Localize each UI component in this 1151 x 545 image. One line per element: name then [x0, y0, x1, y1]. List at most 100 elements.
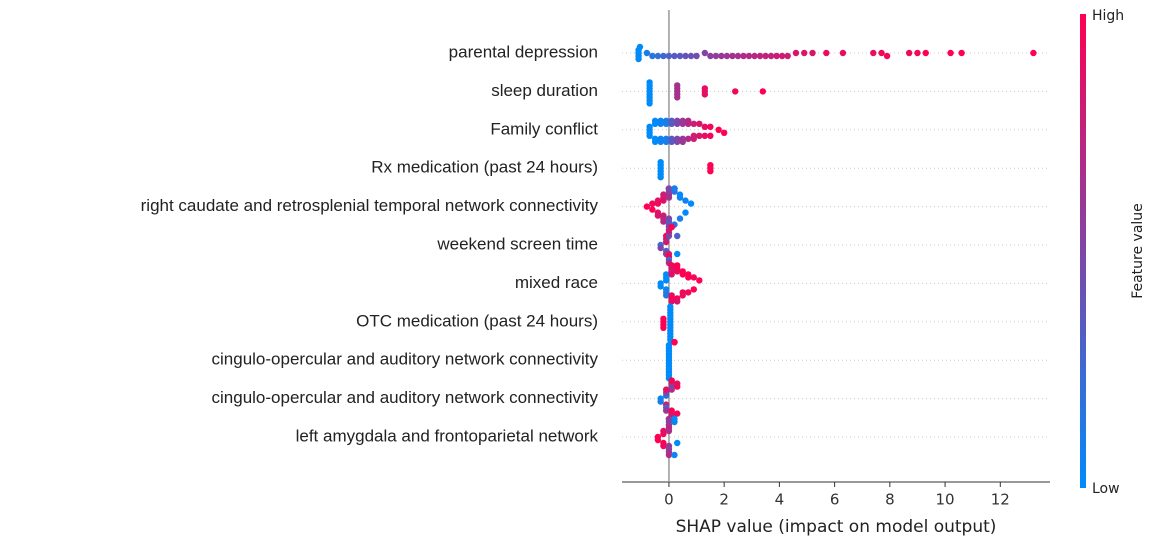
shap-point	[720, 129, 728, 136]
shap-point	[690, 120, 697, 128]
shap-point	[674, 380, 681, 387]
shap-point	[674, 82, 681, 89]
shap-point	[662, 138, 670, 145]
shap-point	[701, 123, 709, 130]
shap-point	[679, 117, 686, 125]
shap-point	[778, 52, 786, 60]
shap-point	[660, 442, 667, 450]
shap-point	[668, 377, 675, 384]
shap-point	[651, 117, 659, 125]
shap-point	[905, 49, 913, 57]
x-tick-label: 6	[830, 491, 840, 509]
shap-point	[792, 49, 800, 57]
shap-point	[685, 271, 692, 278]
shap-point	[922, 49, 929, 57]
shap-point	[759, 88, 767, 95]
shap-point	[671, 415, 678, 423]
shap-point	[696, 132, 703, 139]
shap-point	[839, 49, 847, 57]
shap-point	[1030, 49, 1037, 57]
shap-point	[729, 52, 736, 60]
shap-point	[646, 79, 653, 86]
shap-point	[679, 292, 686, 299]
feature-label: mixed race	[515, 273, 598, 292]
shap-point	[693, 52, 700, 60]
shap-point	[734, 52, 742, 60]
shap-point	[667, 303, 674, 310]
feature-label: sleep duration	[491, 81, 598, 100]
shap-point	[723, 52, 731, 60]
shap-point	[756, 52, 764, 60]
shap-point	[662, 407, 670, 414]
x-tick-label: 8	[885, 491, 895, 509]
feature-label: weekend screen time	[436, 234, 598, 253]
x-tick-label: 4	[775, 491, 785, 509]
shap-point	[674, 138, 681, 145]
shap-point	[674, 298, 681, 305]
shap-point	[665, 415, 673, 423]
shap-point	[643, 49, 651, 57]
feature-label: cingulo-opercular and auditory network c…	[212, 350, 599, 369]
shap-point	[662, 271, 670, 278]
shap-point	[878, 49, 885, 57]
shap-point	[668, 138, 675, 145]
shap-point	[784, 52, 791, 60]
shap-point	[649, 200, 656, 207]
shap-point	[707, 162, 714, 169]
shap-point	[649, 206, 656, 213]
shap-point	[674, 94, 681, 101]
shap-point	[654, 212, 662, 219]
shap-point	[674, 439, 681, 447]
shap-point	[809, 49, 816, 57]
feature-label: parental depression	[449, 42, 598, 61]
shap-point	[657, 283, 664, 290]
shap-point	[662, 117, 670, 125]
shap-point	[660, 315, 667, 322]
shap-point	[715, 126, 722, 133]
shap-point	[674, 117, 681, 125]
colorbar-low: Low	[1092, 481, 1120, 497]
shap-point	[751, 52, 758, 60]
shap-point	[660, 324, 667, 331]
shap-point	[668, 223, 675, 231]
shap-point	[660, 191, 667, 198]
shap-point	[685, 117, 692, 125]
shap-point	[676, 52, 684, 60]
shap-point	[671, 52, 678, 60]
feature-label: Rx medication (past 24 hours)	[371, 158, 598, 177]
shap-point	[947, 49, 954, 57]
shap-point	[696, 120, 703, 128]
shap-point	[690, 135, 697, 142]
shap-point	[676, 191, 684, 198]
x-tick-label: 0	[664, 491, 674, 509]
shap-point	[662, 292, 670, 299]
shap-point	[823, 49, 830, 57]
shap-point	[679, 268, 686, 275]
shap-point	[690, 286, 697, 293]
shap-point	[668, 298, 675, 305]
shap-point	[657, 138, 664, 145]
x-tick-label: 12	[991, 491, 1010, 509]
shap-point	[660, 52, 667, 60]
shap-point	[883, 52, 891, 60]
shap-point	[676, 215, 684, 222]
shap-point	[701, 49, 709, 57]
shap-point	[767, 52, 775, 60]
shap-point	[668, 262, 675, 269]
x-axis-label: SHAP value (impact on model output)	[676, 517, 997, 537]
shap-point	[674, 250, 681, 258]
shap-point	[690, 274, 697, 281]
shap-point	[718, 52, 725, 60]
shap-point	[649, 52, 656, 60]
shap-point	[685, 135, 692, 142]
shap-point	[682, 209, 689, 216]
shap-point	[712, 52, 720, 60]
shap-point	[707, 52, 714, 60]
shap-point	[762, 52, 769, 60]
shap-point	[701, 132, 709, 139]
shap-point	[657, 174, 664, 181]
feature-label: right caudate and retrosplenial temporal…	[141, 196, 599, 215]
shap-point	[671, 339, 678, 346]
shap-point	[657, 117, 664, 125]
